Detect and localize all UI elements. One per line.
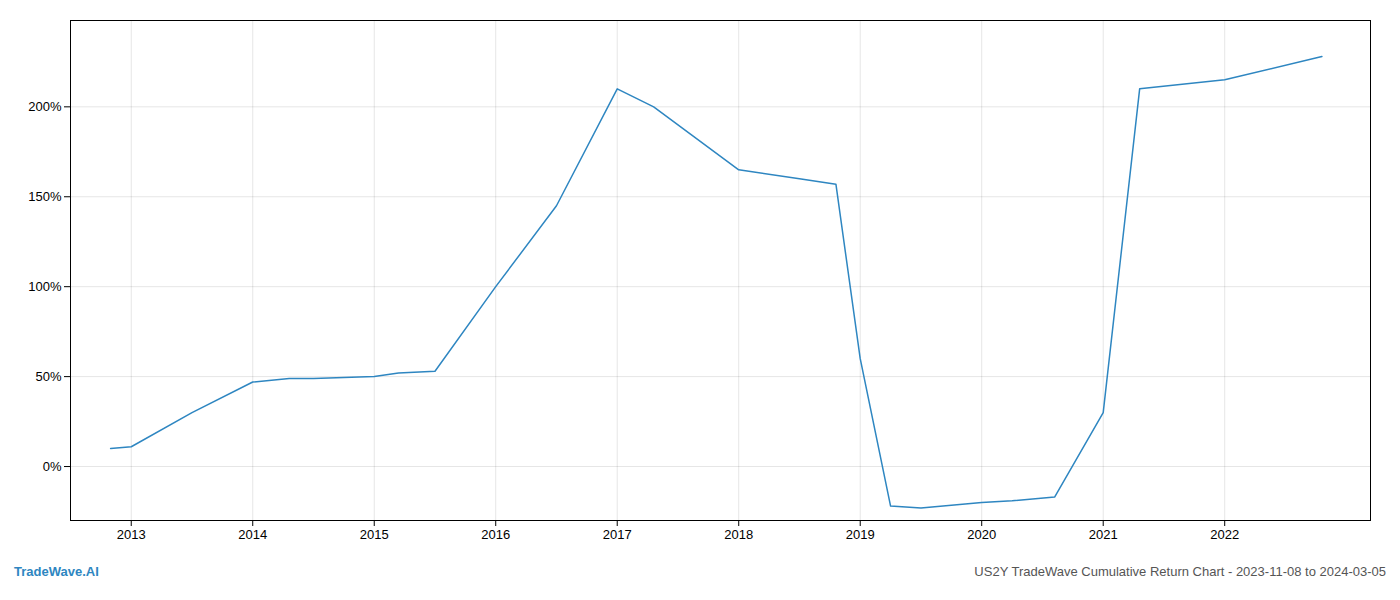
svg-text:2020: 2020 [967,527,996,542]
svg-text:2017: 2017 [603,527,632,542]
svg-text:50%: 50% [35,369,61,384]
svg-text:150%: 150% [28,189,62,204]
html-text:TradeWave.AI: TradeWave.AI [14,564,99,579]
html-text:US2Y TradeWave Cumulative Retu: US2Y TradeWave Cumulative Return Chart -… [974,564,1386,579]
svg-text:2013: 2013 [117,527,146,542]
svg-text:2018: 2018 [724,527,753,542]
svg-text:2014: 2014 [238,527,267,542]
svg-text:2015: 2015 [360,527,389,542]
svg-text:200%: 200% [28,99,62,114]
svg-text:2022: 2022 [1210,527,1239,542]
svg-text:2019: 2019 [846,527,875,542]
svg-text:0%: 0% [43,459,62,474]
svg-text:100%: 100% [28,279,62,294]
svg-text:2021: 2021 [1089,527,1118,542]
svg-text:2016: 2016 [481,527,510,542]
